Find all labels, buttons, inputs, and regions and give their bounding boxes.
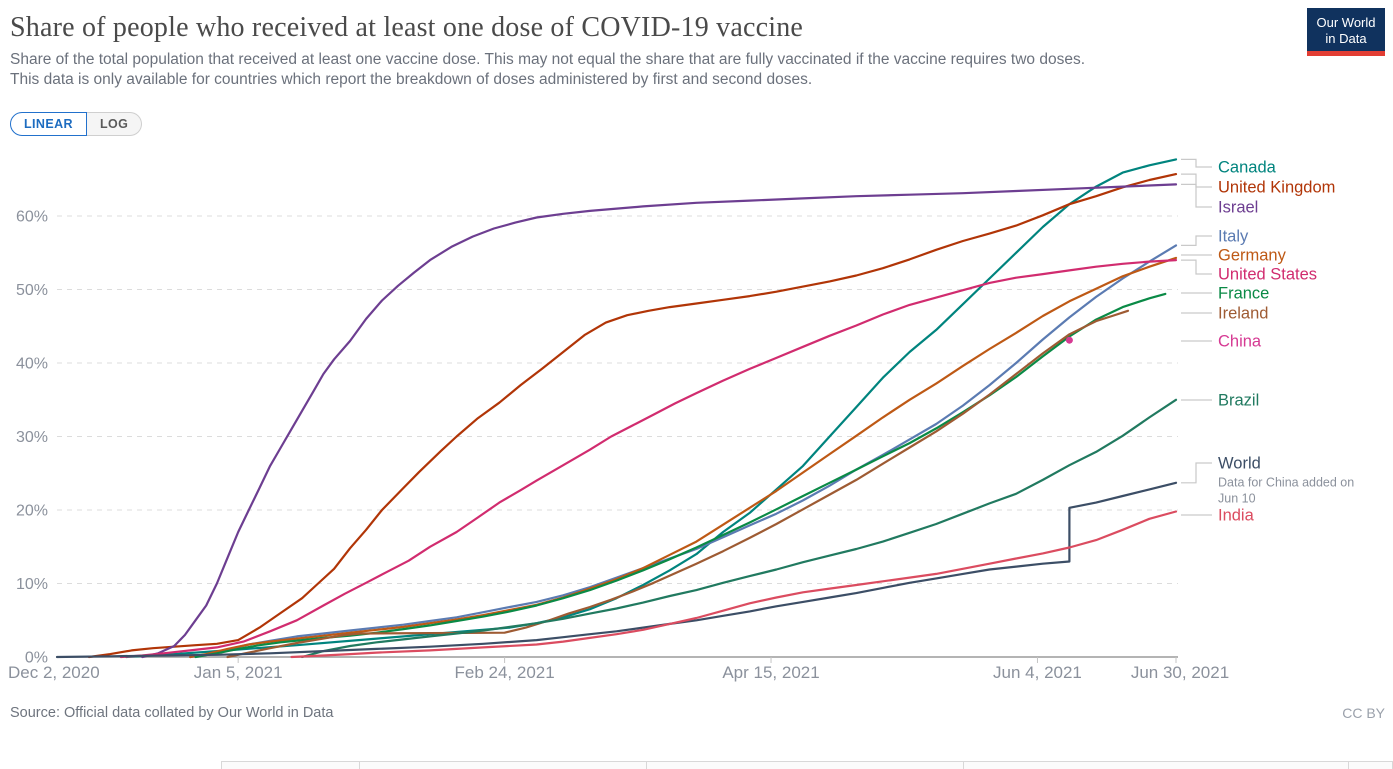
table-cell xyxy=(221,762,360,769)
y-axis-label: 50% xyxy=(16,282,48,299)
x-axis-label: Dec 2, 2020 xyxy=(8,663,100,682)
legend-connector-italy xyxy=(1181,235,1212,246)
source-note: Source: Official data collated by Our Wo… xyxy=(10,705,334,721)
page-title: Share of people who received at least on… xyxy=(10,12,804,43)
legend-label-brazil[interactable]: Brazil xyxy=(1218,392,1259,410)
y-axis-label: 10% xyxy=(16,576,48,593)
x-axis-label: Apr 15, 2021 xyxy=(722,663,819,682)
logo-red-bar xyxy=(1307,51,1385,56)
legend-label-ireland[interactable]: Ireland xyxy=(1218,305,1268,323)
series-line-israel[interactable] xyxy=(141,183,1178,659)
owid-logo[interactable]: Our World in Data xyxy=(1307,8,1385,56)
legend-label-france[interactable]: France xyxy=(1218,285,1269,303)
legend-label-germany[interactable]: Germany xyxy=(1218,247,1287,265)
legend-connector-world xyxy=(1181,462,1212,484)
x-axis-label: Feb 24, 2021 xyxy=(455,663,555,682)
legend-label-israel[interactable]: Israel xyxy=(1218,199,1258,217)
legend-label-italy[interactable]: Italy xyxy=(1218,228,1249,246)
y-axis-label: 20% xyxy=(16,503,48,520)
x-axis-label: Jan 5, 2021 xyxy=(194,663,283,682)
legend-label-united-kingdom[interactable]: United Kingdom xyxy=(1218,179,1335,197)
timeline-control: Dec 2, 2020 Jun 30, 2021 xyxy=(0,730,1393,758)
series-line-world[interactable] xyxy=(55,481,1178,659)
table-cell xyxy=(647,762,964,769)
logo-line-2: in Data xyxy=(1325,31,1367,46)
legend-label-china[interactable]: China xyxy=(1218,333,1262,351)
series-line-india[interactable] xyxy=(290,510,1178,659)
chart-subtitle: Share of the total population that recei… xyxy=(10,50,1085,90)
license-badge[interactable]: CC BY xyxy=(1342,705,1385,721)
scale-toggle: LINEAR LOG xyxy=(10,112,143,136)
series-dot-china[interactable] xyxy=(1065,336,1073,344)
legend-annotation-line: Data for China added on xyxy=(1218,476,1354,490)
y-axis-label: 0% xyxy=(25,650,48,667)
series-line-canada[interactable] xyxy=(125,158,1178,659)
legend-label-united-states[interactable]: United States xyxy=(1218,266,1317,284)
series-line-united-kingdom[interactable] xyxy=(87,173,1178,659)
y-axis-label: 60% xyxy=(16,209,48,226)
series-line-italy[interactable] xyxy=(189,244,1178,659)
subtitle-line-1: Share of the total population that recei… xyxy=(10,51,1086,68)
series-line-germany[interactable] xyxy=(189,256,1178,659)
y-axis-label: 40% xyxy=(16,356,48,373)
logo-line-1: Our World xyxy=(1316,15,1376,30)
subtitle-line-2: This data is only available for countrie… xyxy=(10,71,813,88)
series-line-france[interactable] xyxy=(194,292,1167,659)
legend-annotation-line: Jun 10 xyxy=(1218,492,1256,506)
x-axis-label: Jun 4, 2021 xyxy=(993,663,1082,682)
table-cell xyxy=(964,762,1349,769)
y-axis-label: 30% xyxy=(16,429,48,446)
series-line-brazil[interactable] xyxy=(301,398,1178,659)
legend-label-world[interactable]: World xyxy=(1218,455,1261,473)
legend-label-canada[interactable]: Canada xyxy=(1218,159,1277,177)
series-line-ireland[interactable] xyxy=(226,309,1130,659)
series-line-united-states[interactable] xyxy=(119,259,1178,659)
legend-connector-israel xyxy=(1181,183,1212,208)
legend-label-india[interactable]: India xyxy=(1218,507,1255,525)
data-table-edge xyxy=(221,761,1393,769)
legend-connector-united-states xyxy=(1181,259,1212,275)
x-axis-label: Jun 30, 2021 xyxy=(1131,663,1229,682)
legend-connector-united-kingdom xyxy=(1181,173,1212,188)
log-button[interactable]: LOG xyxy=(86,112,143,136)
table-cell xyxy=(1349,762,1393,769)
linear-button[interactable]: LINEAR xyxy=(10,112,87,136)
legend-connector-canada xyxy=(1181,158,1212,168)
table-cell xyxy=(360,762,647,769)
